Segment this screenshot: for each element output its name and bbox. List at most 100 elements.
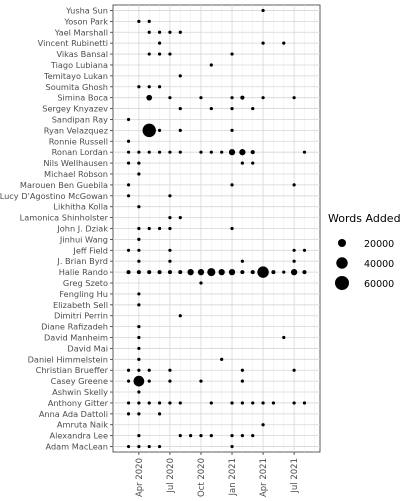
data-point bbox=[167, 270, 172, 275]
y-tick-label: Lucy D'Agostino McGowan bbox=[0, 191, 108, 201]
data-point bbox=[157, 150, 162, 154]
data-point bbox=[271, 270, 276, 275]
data-point bbox=[137, 85, 141, 89]
data-point bbox=[292, 401, 296, 405]
data-point bbox=[126, 117, 131, 122]
data-point bbox=[250, 270, 255, 275]
data-point bbox=[147, 30, 151, 34]
data-point bbox=[271, 401, 276, 405]
data-point bbox=[240, 95, 245, 100]
x-axis-labels: Apr 2020 Jul 2020 Oct 2020 Jan 2021 Apr 2021… bbox=[135, 452, 300, 497]
data-points bbox=[126, 8, 307, 449]
data-point bbox=[157, 52, 162, 56]
data-point bbox=[251, 106, 255, 111]
data-point bbox=[157, 41, 162, 45]
data-point bbox=[137, 161, 141, 165]
data-point bbox=[302, 401, 307, 405]
data-point bbox=[168, 368, 172, 372]
data-point bbox=[126, 270, 131, 275]
data-point bbox=[157, 85, 162, 89]
data-point bbox=[147, 401, 151, 405]
data-point bbox=[178, 434, 182, 438]
data-point bbox=[137, 303, 141, 307]
x-tick-label: Apr 2021 bbox=[259, 458, 269, 497]
data-point bbox=[147, 52, 151, 56]
data-point bbox=[250, 150, 255, 155]
data-point bbox=[157, 128, 162, 132]
data-point bbox=[168, 52, 172, 56]
y-tick-label: Daniel Himmelstein bbox=[28, 354, 108, 364]
y-tick-label: Marouen Ben Guebila bbox=[20, 180, 108, 190]
data-point bbox=[157, 412, 162, 416]
data-point bbox=[147, 379, 151, 383]
data-point bbox=[168, 150, 172, 154]
y-tick-label: Amruta Naik bbox=[57, 420, 108, 430]
y-tick-label: Sergey Knyazev bbox=[42, 104, 108, 114]
data-point bbox=[126, 368, 131, 372]
data-point bbox=[199, 379, 203, 383]
data-point bbox=[136, 270, 141, 275]
data-point bbox=[178, 106, 182, 111]
y-tick-label: Yusha Sun bbox=[65, 5, 108, 15]
data-point bbox=[218, 268, 225, 276]
data-point bbox=[199, 150, 203, 154]
data-point bbox=[199, 434, 203, 438]
data-point bbox=[282, 41, 286, 45]
data-point bbox=[157, 30, 162, 34]
data-point bbox=[137, 150, 141, 154]
y-tick-label: Yael Marshall bbox=[54, 27, 108, 37]
data-point bbox=[220, 150, 224, 154]
data-point bbox=[178, 314, 182, 318]
data-point bbox=[137, 390, 141, 394]
data-point bbox=[137, 172, 141, 176]
data-point bbox=[228, 268, 236, 276]
data-point bbox=[240, 368, 244, 372]
data-point bbox=[240, 379, 244, 383]
data-point bbox=[178, 30, 182, 34]
data-point bbox=[157, 444, 162, 449]
data-point bbox=[290, 268, 298, 276]
data-point bbox=[126, 183, 131, 187]
data-point bbox=[239, 149, 246, 156]
legend-key bbox=[337, 238, 347, 248]
y-tick-label: Anthony Gitter bbox=[48, 398, 109, 408]
data-point bbox=[157, 226, 162, 231]
data-point bbox=[142, 123, 156, 138]
data-point bbox=[168, 30, 172, 34]
data-point bbox=[126, 444, 131, 449]
y-tick-label: Simina Boca bbox=[57, 93, 108, 103]
data-point bbox=[292, 248, 296, 252]
data-point bbox=[147, 368, 151, 372]
data-point bbox=[261, 96, 265, 100]
data-point bbox=[240, 270, 245, 275]
y-tick-label: Sandipan Ray bbox=[52, 114, 108, 124]
data-point bbox=[137, 19, 141, 23]
data-point bbox=[230, 52, 234, 56]
y-tick-label: Casey Greene bbox=[51, 376, 108, 386]
data-point bbox=[257, 266, 269, 278]
data-point bbox=[302, 150, 307, 154]
y-tick-label: Ashwin Skelly bbox=[52, 387, 108, 397]
data-point bbox=[230, 434, 234, 438]
y-tick-label: John J. Dziak bbox=[56, 224, 108, 234]
data-point bbox=[168, 379, 172, 383]
y-tick-label: David Mai bbox=[67, 343, 108, 353]
data-point bbox=[147, 226, 151, 231]
data-point bbox=[230, 183, 234, 187]
data-point bbox=[126, 412, 131, 416]
x-tick-label: Oct 2020 bbox=[197, 458, 207, 497]
x-tick-label: Jul 2021 bbox=[290, 458, 300, 494]
data-point bbox=[220, 357, 224, 361]
y-tick-label: Yoson Park bbox=[63, 16, 108, 26]
y-tick-label: Anna Ada Dattoli bbox=[39, 409, 108, 419]
data-point bbox=[168, 259, 172, 263]
data-point bbox=[168, 96, 172, 100]
data-point bbox=[146, 94, 153, 101]
data-point bbox=[261, 401, 265, 405]
legend: Words Added 20000 40000 60000 bbox=[328, 212, 401, 290]
data-point bbox=[209, 63, 213, 67]
legend-key bbox=[335, 276, 349, 290]
data-point bbox=[126, 150, 131, 154]
data-point bbox=[302, 248, 307, 252]
data-point bbox=[261, 8, 265, 13]
